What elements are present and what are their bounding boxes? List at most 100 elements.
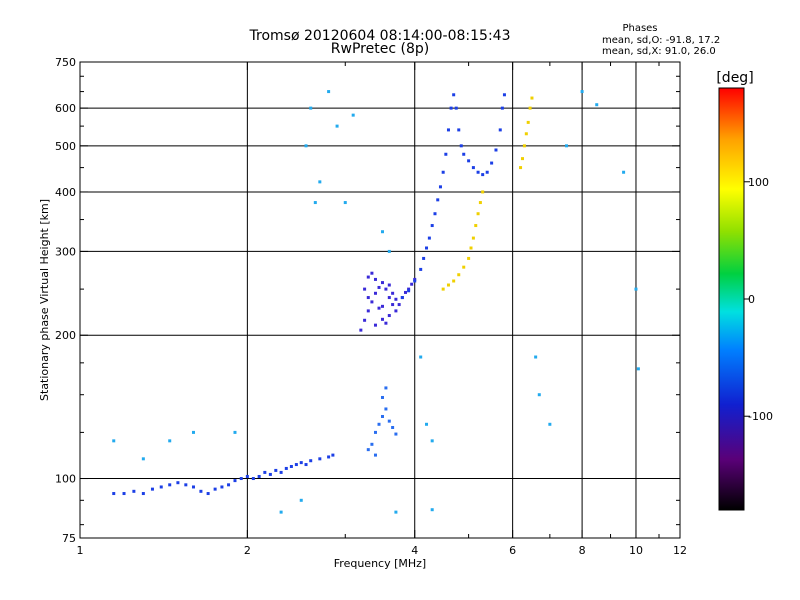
data-point [410,282,414,286]
data-point [419,355,423,359]
phases-heading: Phases [622,23,657,34]
data-point [335,124,339,128]
data-point [404,290,408,294]
data-point [500,106,504,110]
x-tick-label: 4 [411,544,418,557]
data-point [467,256,471,260]
data-point [366,275,370,279]
data-point [425,246,429,250]
data-point [413,279,417,283]
data-point [502,93,506,97]
x-tick-label: 1 [77,544,84,557]
data-point [309,106,313,110]
y-axis-label: Stationary phase Virtual Height [km] [38,199,51,401]
data-point [318,180,322,184]
data-point [452,279,456,283]
data-point [441,170,445,174]
data-point [444,152,448,156]
data-point [459,144,463,148]
data-point [233,430,237,434]
data-point [391,291,395,295]
data-point [213,487,217,491]
colorbar-ticks: 100 0 -100 [744,176,773,423]
data-point [467,159,471,163]
x-tick-label: 6 [509,544,516,557]
data-point [373,430,377,434]
data-point [446,128,450,132]
data-point [159,485,163,489]
data-point [425,422,429,426]
colorbar-label: [deg] [716,70,753,86]
x-tick-label: 8 [579,544,586,557]
data-point [422,256,426,260]
chart-subtitle: RwPretec (8p) [331,41,429,57]
data-point [400,296,404,300]
data-point [481,173,485,177]
data-point [452,93,456,97]
data-point [394,510,398,514]
data-point [384,287,388,291]
y-tick-label: 400 [55,186,76,199]
data-point [150,487,154,491]
data-point [294,463,298,467]
colorbar: [deg] 100 0 -100 [716,70,773,511]
data-point [524,132,528,136]
data-point [206,492,210,496]
y-tick-label: 500 [55,140,76,153]
x-axis-label: Frequency [MHz] [334,557,426,570]
data-point [268,472,272,476]
data-point [457,128,461,132]
data-point [141,492,145,496]
data-point [481,190,485,194]
data-point [498,128,502,132]
data-point [634,287,638,291]
data-point [380,395,384,399]
data-point [304,463,308,467]
data-point [485,170,489,174]
data-point [245,474,249,478]
data-point [391,425,395,429]
data-point [184,483,188,487]
data-point [469,246,473,250]
data-point [132,489,136,493]
data-point [427,236,431,240]
data-point [407,289,411,293]
data-point [343,201,347,205]
data-point [304,144,308,148]
data-point [373,277,377,281]
data-point [384,407,388,411]
data-point [299,461,303,465]
data-point [413,277,417,281]
data-point [433,212,437,216]
data-point [522,144,526,148]
data-point [313,201,317,205]
data-point [380,304,384,308]
colorbar-tick-label: 100 [748,176,769,189]
data-point [220,485,224,489]
data-point [387,249,391,253]
data-point [331,453,335,457]
data-point [380,230,384,234]
data-point [520,157,524,161]
x-tick-label: 2 [244,544,251,557]
data-point [474,224,478,228]
data-point [394,432,398,436]
data-point [380,414,384,418]
data-point [430,439,434,443]
data-point [548,422,552,426]
data-point [327,455,331,459]
data-point [387,296,391,300]
data-point [274,468,278,472]
data-point [384,386,388,390]
data-point [387,314,391,318]
data-point [279,470,283,474]
data-point [394,309,398,313]
data-point [366,296,370,300]
data-point [430,224,434,228]
data-point [168,483,172,487]
data-point [363,287,367,291]
data-point [366,309,370,313]
data-point [366,448,370,452]
data-point [528,106,532,110]
